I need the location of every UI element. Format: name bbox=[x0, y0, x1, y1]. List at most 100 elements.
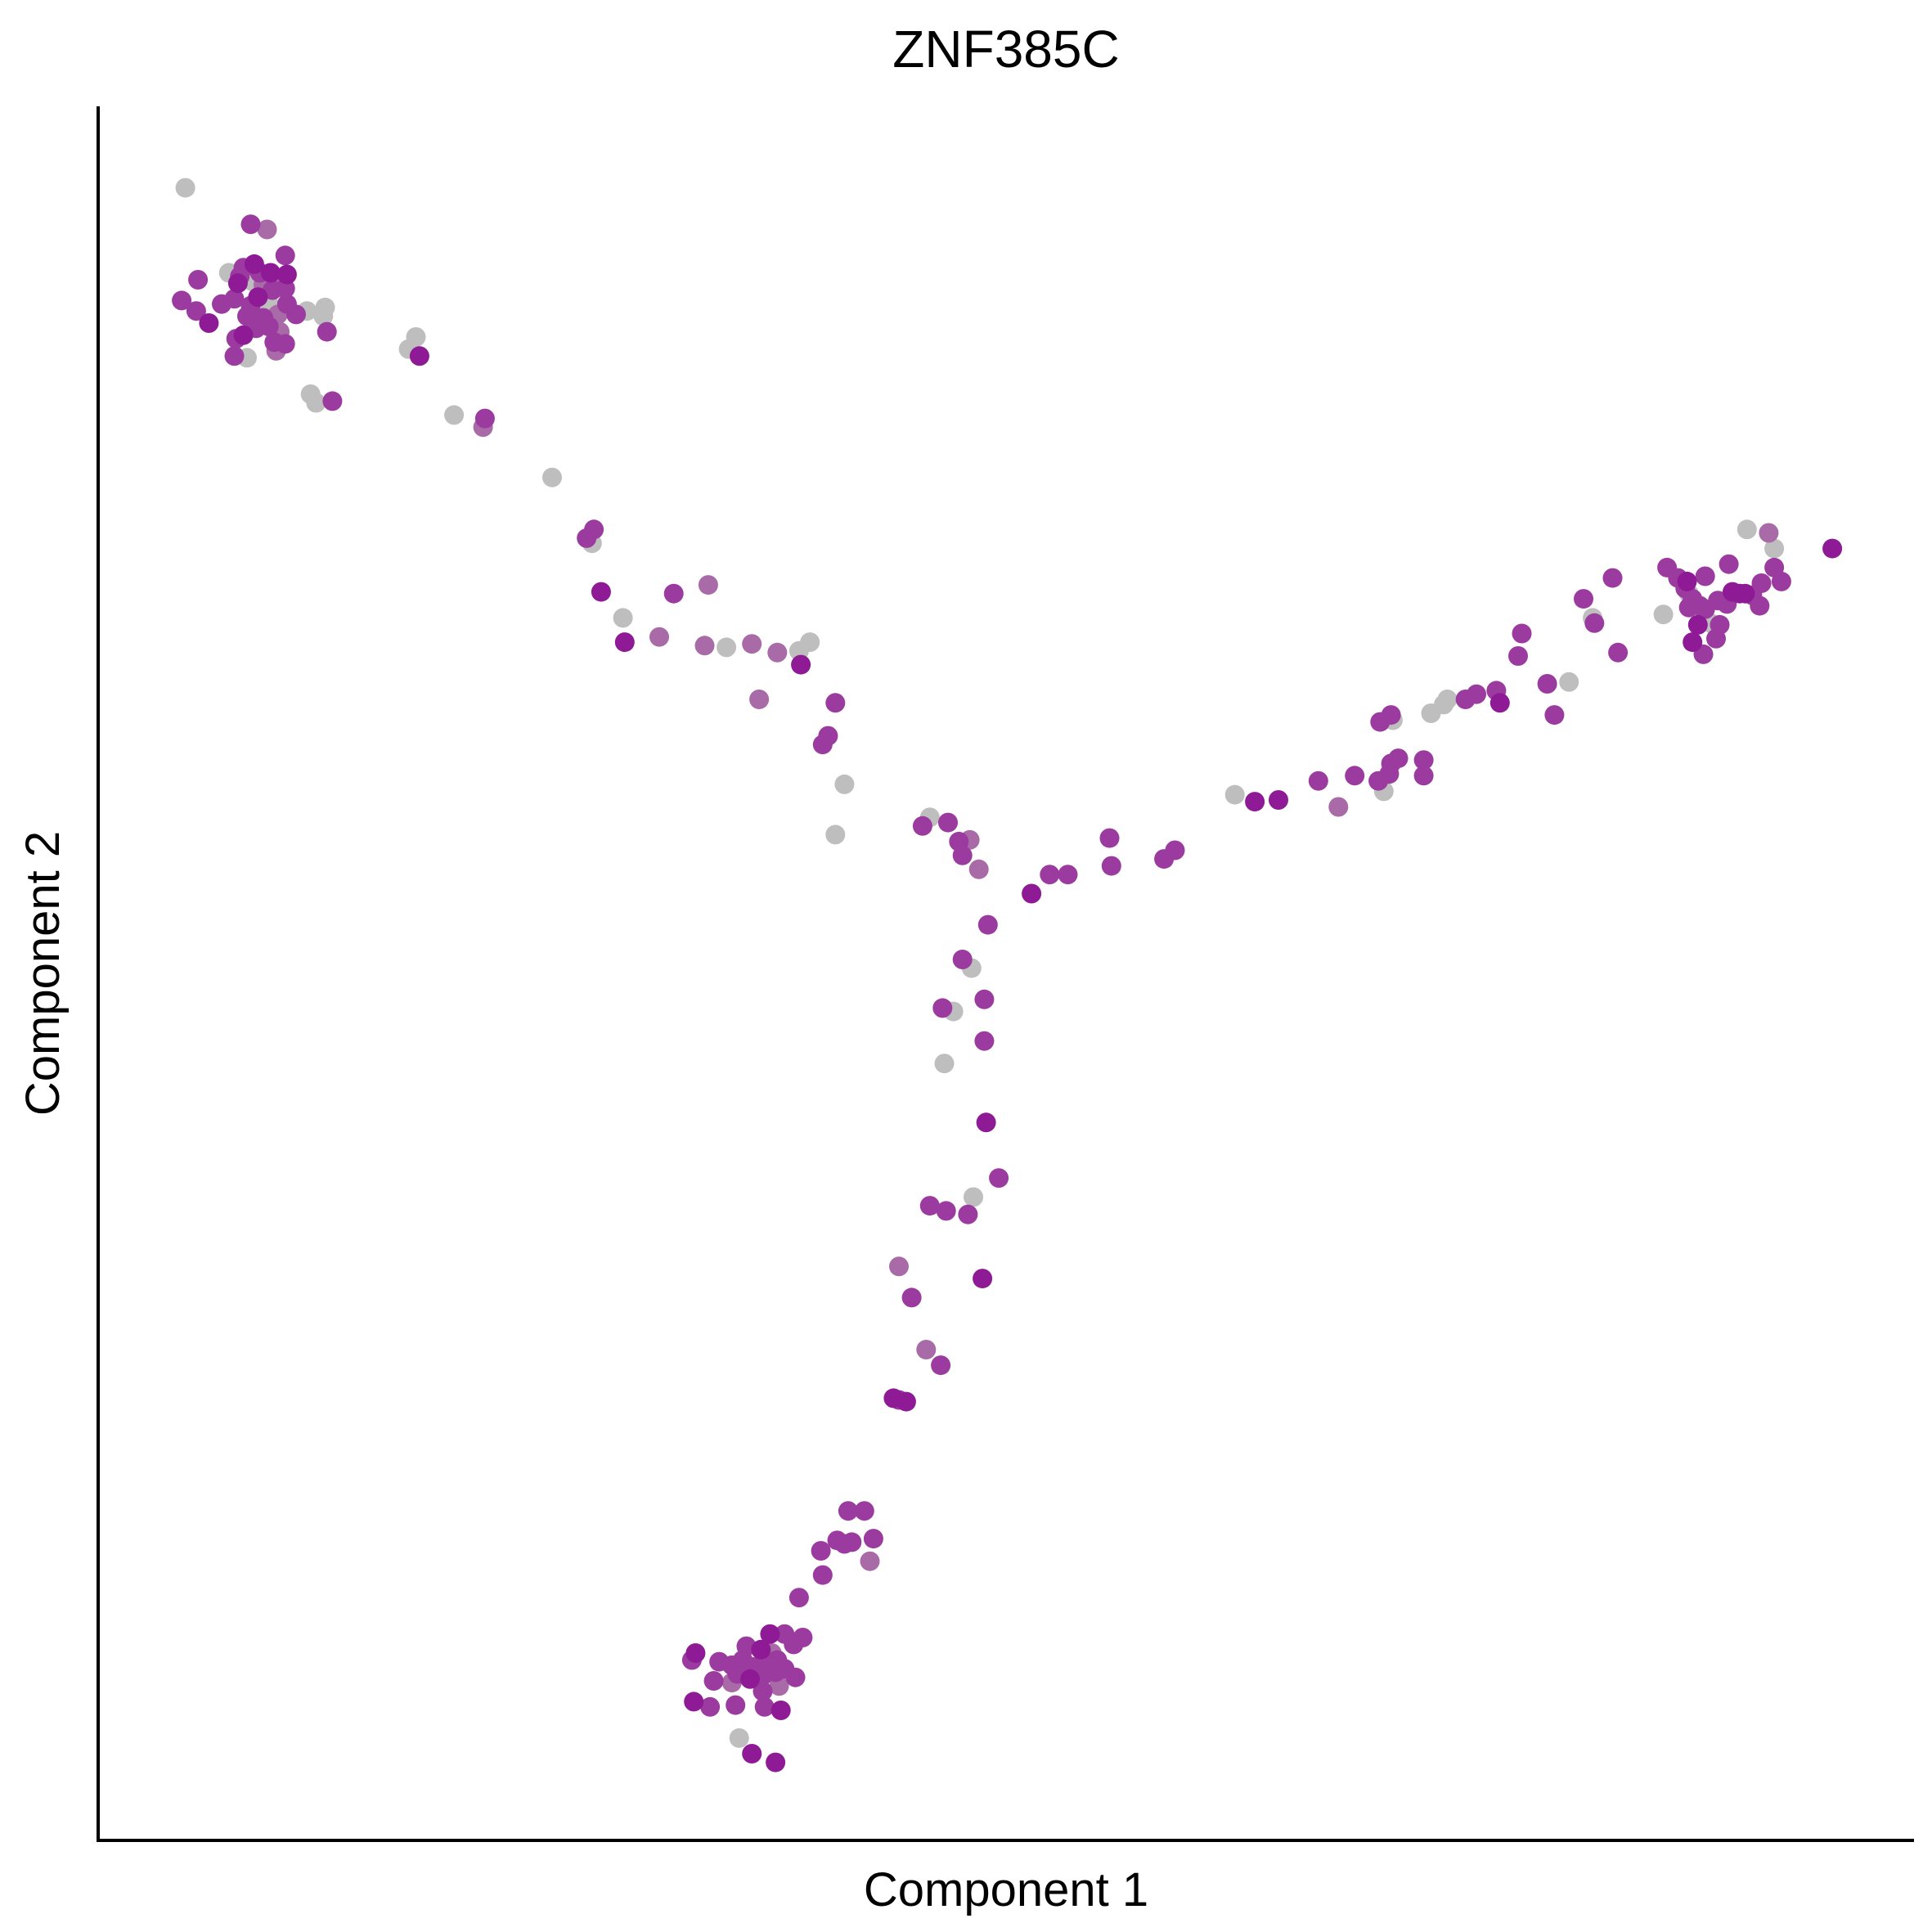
data-point bbox=[974, 989, 995, 1009]
data-point bbox=[1537, 674, 1557, 694]
data-point bbox=[1467, 684, 1486, 704]
data-point bbox=[989, 1168, 1009, 1188]
data-point bbox=[577, 528, 597, 548]
data-point bbox=[1022, 883, 1042, 904]
data-point bbox=[751, 1639, 771, 1660]
data-point bbox=[1165, 840, 1185, 860]
data-point bbox=[199, 313, 219, 333]
data-point bbox=[760, 1624, 780, 1644]
data-point bbox=[977, 914, 998, 935]
data-point bbox=[936, 1201, 956, 1221]
data-point bbox=[973, 1269, 993, 1289]
data-point bbox=[649, 627, 669, 647]
data-point bbox=[1224, 784, 1245, 805]
data-point bbox=[1653, 604, 1674, 625]
data-point bbox=[1719, 554, 1739, 574]
data-point bbox=[811, 1541, 831, 1561]
data-point bbox=[825, 824, 846, 845]
data-point bbox=[842, 1532, 862, 1552]
data-point bbox=[974, 1031, 995, 1051]
data-point bbox=[286, 304, 306, 325]
data-point bbox=[233, 325, 254, 345]
data-point bbox=[1584, 613, 1605, 633]
data-point bbox=[409, 346, 429, 366]
data-point bbox=[742, 634, 762, 654]
data-point bbox=[791, 654, 811, 675]
data-point bbox=[834, 774, 855, 794]
data-point bbox=[275, 245, 295, 266]
data-point bbox=[919, 1196, 940, 1216]
data-point bbox=[1489, 693, 1510, 713]
data-point bbox=[800, 632, 820, 653]
data-point bbox=[1345, 766, 1365, 786]
data-point bbox=[931, 1355, 951, 1376]
data-point bbox=[474, 408, 495, 429]
data-point bbox=[684, 1692, 704, 1712]
data-point bbox=[952, 845, 973, 865]
data-point bbox=[964, 1187, 983, 1207]
data-point bbox=[1269, 790, 1288, 810]
data-point bbox=[1512, 623, 1532, 644]
data-point bbox=[896, 1391, 916, 1412]
x-axis-label: Component 1 bbox=[864, 1863, 1148, 1916]
data-point bbox=[244, 254, 264, 274]
data-point bbox=[952, 950, 973, 969]
data-point bbox=[754, 1696, 775, 1717]
data-point bbox=[258, 317, 279, 337]
data-point bbox=[767, 642, 788, 663]
data-point bbox=[700, 1696, 721, 1717]
data-point bbox=[188, 270, 209, 290]
data-point bbox=[1574, 589, 1593, 609]
data-point bbox=[771, 1701, 791, 1720]
data-point bbox=[912, 815, 932, 836]
data-point bbox=[1058, 865, 1078, 885]
data-point bbox=[968, 859, 989, 879]
data-point bbox=[322, 391, 343, 411]
y-axis-label: Component 2 bbox=[16, 831, 70, 1116]
scatter-points bbox=[172, 177, 1843, 1772]
data-point bbox=[863, 1529, 883, 1549]
data-point bbox=[1759, 523, 1779, 543]
data-point bbox=[1687, 614, 1708, 635]
data-point bbox=[916, 1340, 937, 1359]
data-point bbox=[224, 289, 245, 309]
data-point bbox=[172, 290, 192, 311]
data-point bbox=[726, 1695, 746, 1715]
data-point bbox=[663, 583, 684, 604]
data-point bbox=[1040, 865, 1060, 885]
data-point bbox=[825, 693, 846, 713]
data-point bbox=[698, 575, 718, 595]
data-point bbox=[838, 1501, 858, 1521]
data-point bbox=[901, 1287, 922, 1308]
data-point bbox=[614, 632, 635, 653]
data-point bbox=[766, 1662, 786, 1683]
data-point bbox=[812, 735, 833, 755]
data-point bbox=[1764, 538, 1785, 559]
data-point bbox=[742, 1744, 762, 1764]
data-point bbox=[976, 1112, 996, 1133]
data-point bbox=[444, 405, 465, 425]
data-point bbox=[740, 1669, 760, 1689]
data-point bbox=[793, 1628, 813, 1647]
data-point bbox=[889, 1256, 909, 1277]
data-point bbox=[260, 263, 281, 283]
data-point bbox=[1245, 792, 1265, 812]
data-point bbox=[1559, 672, 1579, 692]
data-point bbox=[1737, 519, 1757, 540]
data-point bbox=[958, 1204, 978, 1224]
data-point bbox=[224, 346, 245, 366]
data-point bbox=[1413, 766, 1434, 786]
data-point bbox=[1099, 828, 1120, 848]
data-point bbox=[317, 321, 337, 342]
data-point bbox=[275, 334, 295, 354]
data-point bbox=[248, 287, 268, 308]
data-point bbox=[703, 1671, 724, 1691]
data-point bbox=[1678, 597, 1699, 618]
data-point bbox=[542, 467, 562, 487]
data-point bbox=[276, 264, 297, 285]
data-point bbox=[729, 1728, 749, 1748]
data-point bbox=[1381, 705, 1401, 726]
data-point bbox=[1706, 628, 1726, 649]
data-point bbox=[613, 608, 633, 628]
